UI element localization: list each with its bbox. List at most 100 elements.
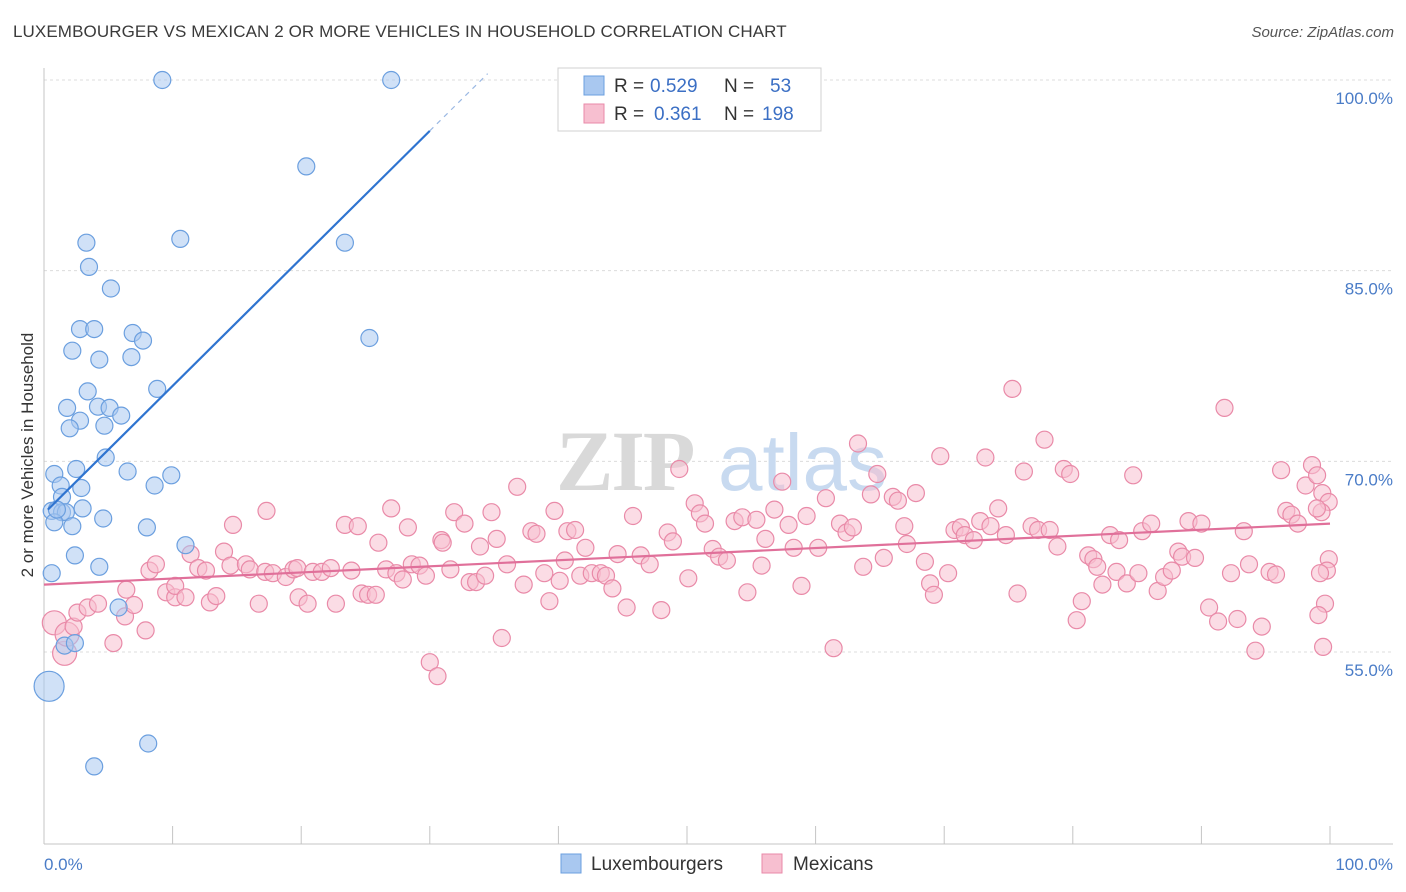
luxembourgers-points <box>33 70 401 776</box>
mexican-point-205 <box>1307 499 1327 518</box>
mexican-point-97 <box>679 569 698 588</box>
mexican-point-183 <box>1234 522 1253 541</box>
mexican-point-148 <box>1014 462 1034 481</box>
luxembourger-point-51 <box>47 500 67 519</box>
mexican-point-164 <box>1109 530 1129 550</box>
mexican-point-60 <box>441 560 460 579</box>
mexican-point-56 <box>420 653 439 672</box>
mexican-point-124 <box>861 485 881 504</box>
mexican-point-203 <box>1310 564 1330 583</box>
legend-swatch-blue <box>583 75 605 96</box>
luxembourger-point-16 <box>148 379 167 398</box>
mexican-point-132 <box>915 552 935 571</box>
mexican-point-52 <box>398 518 417 537</box>
mexican-point-40 <box>326 594 345 613</box>
x-tick-label-1: 100.0% <box>1335 855 1393 874</box>
mexican-point-126 <box>874 548 893 568</box>
legend-r-label-2: R = <box>614 104 644 125</box>
tick-labels: 55.0% 70.0% 85.0% 100.0% 0.0% 100.0% <box>44 89 1393 874</box>
luxembourger-point-49 <box>139 734 158 753</box>
mexican-trendline <box>43 522 1331 586</box>
mexican-point-161 <box>1093 575 1112 594</box>
luxembourger-point-52 <box>73 499 92 518</box>
mexican-point-92 <box>640 555 659 574</box>
axes <box>43 68 1393 845</box>
bottom-legend-label-2: Mexicans <box>793 854 873 875</box>
mexican-point-25 <box>223 515 243 535</box>
luxembourger-point-29 <box>162 466 181 485</box>
mexican-point-22 <box>207 586 226 606</box>
mexican-point-46 <box>366 585 385 604</box>
mexican-point-146 <box>1003 379 1022 398</box>
mexican-point-49 <box>382 499 401 518</box>
mexican-point-177 <box>1192 514 1211 533</box>
luxembourger-point-32 <box>145 476 164 495</box>
mexican-point-106 <box>738 583 757 602</box>
luxembourger-point-26 <box>67 459 86 479</box>
mexican-point-165 <box>1117 574 1136 593</box>
luxembourger-point-27 <box>118 462 137 481</box>
bottom-swatch-pink <box>761 853 783 874</box>
luxembourger-point-7 <box>101 279 121 298</box>
luxembourger-point-15 <box>122 348 141 367</box>
mexican-point-87 <box>603 579 622 598</box>
luxembourger-point-24 <box>95 416 114 435</box>
mexican-point-20 <box>196 561 216 580</box>
mexican-point-10 <box>136 621 155 640</box>
luxembourger-point-37 <box>94 509 113 528</box>
mexican-point-178 <box>1199 598 1219 617</box>
mexican-point-156 <box>1067 611 1086 630</box>
mexican-point-115 <box>797 506 816 526</box>
mexican-point-71 <box>508 477 527 496</box>
mexican-point-75 <box>535 564 554 583</box>
mexican-point-36 <box>298 594 317 613</box>
mexican-point-184 <box>1239 555 1259 574</box>
mexican-point-51 <box>393 570 412 589</box>
luxembourger-point-47 <box>65 633 85 653</box>
luxembourger-point-17 <box>78 382 97 401</box>
mexican-point-67 <box>482 503 501 522</box>
mexican-point-103 <box>717 551 737 570</box>
bottom-legend-label-1: Luxembourgers <box>591 854 723 875</box>
mexican-point-134 <box>924 585 944 604</box>
mexican-point-117 <box>816 489 836 508</box>
mexican-point-121 <box>843 518 863 537</box>
legend-n-label-2: N = <box>724 104 754 125</box>
watermark: ZIP atlas <box>556 413 887 509</box>
luxembourger-point-14 <box>90 350 109 369</box>
mexican-point-176 <box>1185 548 1205 568</box>
luxembourger-point-45 <box>109 598 128 617</box>
luxembourger-point-1 <box>382 70 401 90</box>
mexican-point-185 <box>1246 641 1265 660</box>
mexican-point-145 <box>996 525 1016 545</box>
mexican-point-39 <box>321 558 340 578</box>
mexican-point-182 <box>1228 609 1247 629</box>
mexican-point-11 <box>117 580 136 599</box>
mexican-point-95 <box>663 532 683 551</box>
mexican-point-90 <box>623 506 643 526</box>
mexican-point-70 <box>497 555 517 574</box>
luxembourger-point-44 <box>42 564 61 583</box>
mexican-point-169 <box>1142 514 1161 533</box>
mexican-point-155 <box>1061 464 1080 484</box>
mexican-point-110 <box>765 500 784 519</box>
mexican-point-181 <box>1221 564 1241 583</box>
x-tick-label-0: 0.0% <box>44 855 83 874</box>
mexican-point-147 <box>1008 584 1027 603</box>
luxembourger-point-2 <box>297 157 316 176</box>
legend-n-value-1: 53 <box>770 76 791 97</box>
mexican-point-13 <box>146 555 165 574</box>
mexican-point-125 <box>868 464 887 484</box>
luxembourger-point-23 <box>60 419 79 438</box>
mexican-point-166 <box>1124 466 1143 485</box>
mexican-point-77 <box>545 501 564 520</box>
mexican-point-153 <box>1048 537 1067 556</box>
mexican-point-144 <box>989 499 1008 518</box>
chart-title: LUXEMBOURGER VS MEXICAN 2 OR MORE VEHICL… <box>13 22 787 41</box>
legend-r-value-1: 0.529 <box>650 76 698 97</box>
mexican-point-151 <box>1035 430 1054 449</box>
mexican-point-118 <box>824 639 843 658</box>
mexican-point-93 <box>652 600 671 620</box>
mexican-point-88 <box>608 544 627 564</box>
mexican-point-179 <box>1208 612 1228 631</box>
